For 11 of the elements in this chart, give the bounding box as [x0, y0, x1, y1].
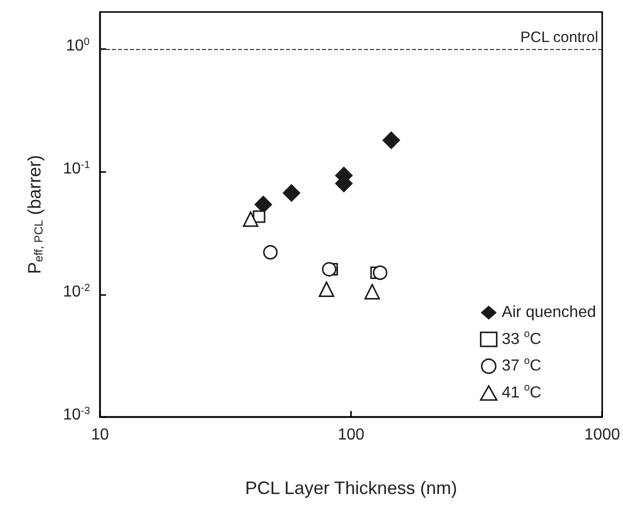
legend-label: Air quenched: [502, 304, 596, 322]
y-tick-label: 10$^{0}$: [66, 37, 90, 56]
y-tick-label: 10$^{-2}$: [63, 282, 90, 301]
y-axis-title: Peff, PCL (barrer): [24, 154, 46, 274]
x-tick-label: 10: [91, 426, 109, 444]
x-axis-title: PCL Layer Thickness (nm): [245, 478, 458, 498]
ref-line-label: PCL control: [520, 28, 598, 46]
x-tick-label: 1000: [584, 426, 620, 444]
y-tick-label: 10$^{-1}$: [63, 160, 90, 178]
x-tick-label: 100: [338, 426, 365, 444]
y-tick-label: 10$^{-3}$: [63, 406, 90, 424]
